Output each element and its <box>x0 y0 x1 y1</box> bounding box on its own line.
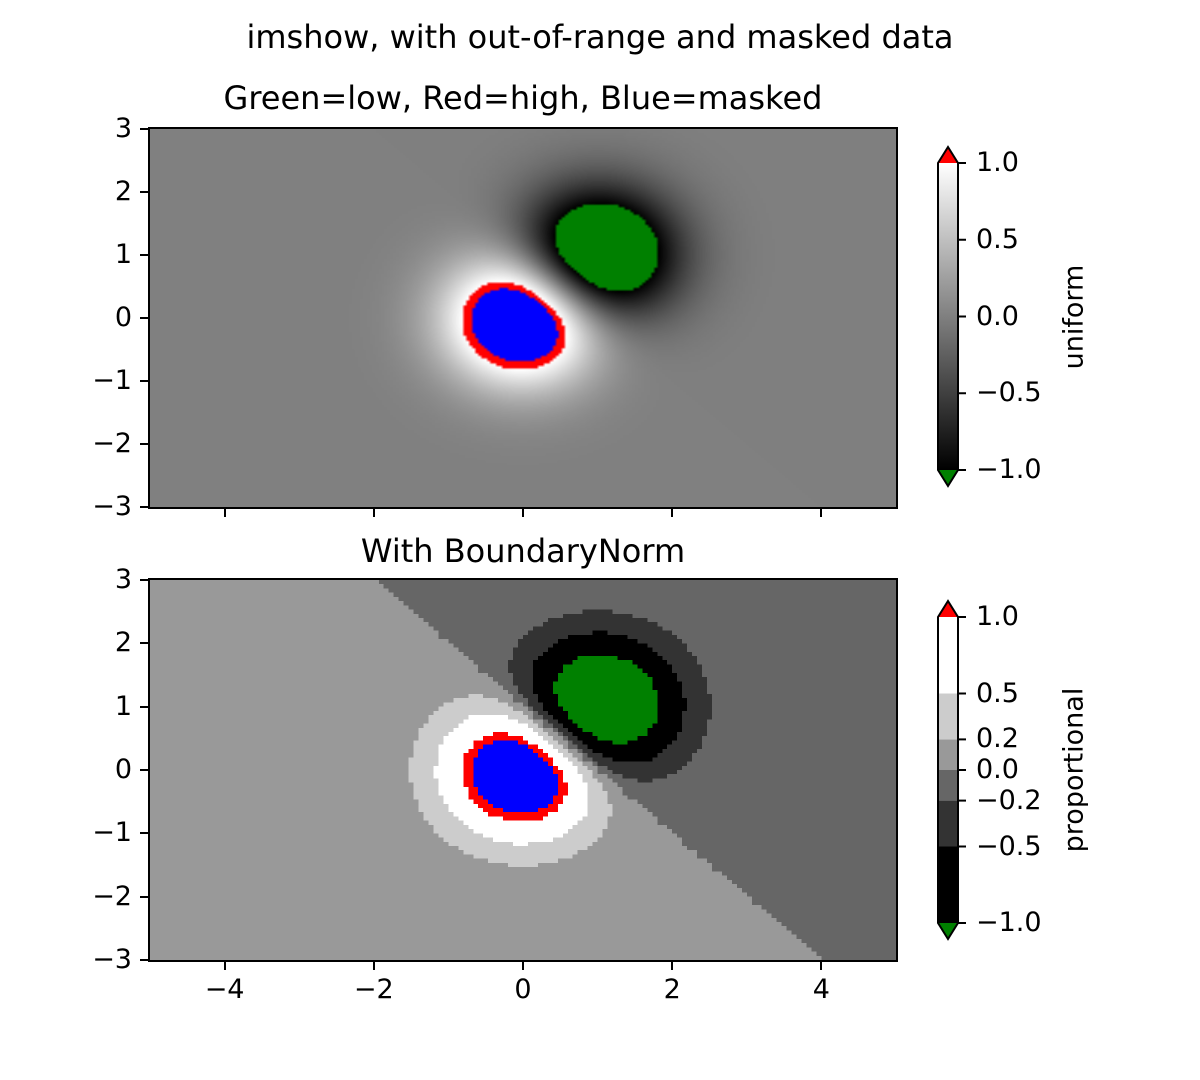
y-tick-label: −3 <box>92 491 132 522</box>
y-tick-label: 1 <box>114 239 132 270</box>
colorbar-tick-label: −0.2 <box>976 784 1042 816</box>
y-tick-label: −1 <box>92 817 132 849</box>
y-tick-label: −2 <box>92 428 132 459</box>
colorbar-tick-label: −1.0 <box>976 454 1042 485</box>
y-tick <box>140 317 150 319</box>
x-tick-label: 4 <box>812 974 830 1005</box>
y-tick-label: −1 <box>92 365 132 396</box>
heatmap-boundarynorm-canvas <box>150 580 896 960</box>
heatmap-uniform-canvas <box>150 129 896 507</box>
y-tick <box>140 506 150 508</box>
y-tick-label: −3 <box>92 944 132 975</box>
colorbar-tick-label: 1.0 <box>976 601 1019 632</box>
y-tick <box>140 579 150 581</box>
extend-under-triangle-icon <box>938 923 958 939</box>
x-tick-label: 0 <box>514 974 532 1005</box>
colorbar-band <box>938 770 958 801</box>
y-tick <box>140 895 150 898</box>
colorbar-tick-label: −0.5 <box>976 377 1042 409</box>
x-tick <box>372 507 375 517</box>
y-tick-label: 3 <box>114 113 132 144</box>
colorbar-tick-label: 0.0 <box>976 754 1019 785</box>
x-tick <box>671 960 674 970</box>
y-tick <box>140 959 150 961</box>
axes1-title: Green=low, Red=high, Blue=masked <box>223 79 823 117</box>
extend-over-triangle-icon <box>938 147 958 163</box>
extend-under-triangle-icon <box>938 470 958 486</box>
axes2-title: With BoundaryNorm <box>360 532 686 570</box>
y-tick-label: 1 <box>114 690 132 722</box>
y-tick-label: 0 <box>114 754 132 785</box>
y-tick <box>140 832 150 835</box>
colorbar-outline <box>937 599 959 941</box>
figure-suptitle: imshow, with out-of-range and masked dat… <box>246 18 954 56</box>
y-tick-label: 2 <box>114 627 132 659</box>
y-tick-label: 2 <box>114 176 132 207</box>
x-tick-label: −2 <box>353 974 394 1005</box>
colorbar-proportional <box>937 599 966 941</box>
y-tick <box>140 128 150 130</box>
colorbar-tick-label: −0.5 <box>976 830 1042 862</box>
colorbar-band <box>938 617 958 694</box>
colorbar-band <box>938 693 958 740</box>
y-tick <box>140 443 150 445</box>
y-tick <box>140 705 150 708</box>
colorbar-tick-label: 0.5 <box>976 677 1019 709</box>
y-tick <box>140 769 150 771</box>
colorbar-tick-label: 0.5 <box>976 223 1019 255</box>
x-tick <box>522 960 524 970</box>
y-tick <box>140 642 150 645</box>
x-tick <box>820 507 823 517</box>
colorbar-gradient <box>938 163 958 470</box>
x-tick-label: 2 <box>663 974 681 1005</box>
colorbar-tick-label: 0.2 <box>976 723 1019 755</box>
colorbar-tick-label: 1.0 <box>976 147 1019 178</box>
y-tick-label: 3 <box>114 564 132 595</box>
x-tick <box>223 960 226 970</box>
x-tick <box>820 960 823 970</box>
colorbar-tick-label: −1.0 <box>976 907 1042 938</box>
x-tick <box>372 960 375 970</box>
y-tick <box>140 254 150 256</box>
x-tick-label: −4 <box>204 974 245 1005</box>
y-tick <box>140 191 150 193</box>
colorbar-band <box>938 846 958 923</box>
colorbar-tick-label: 0.0 <box>976 300 1019 332</box>
x-tick <box>671 507 674 517</box>
x-tick <box>223 507 226 517</box>
colorbar-uniform <box>937 145 966 488</box>
extend-over-triangle-icon <box>938 601 958 617</box>
y-tick-label: 0 <box>114 302 132 333</box>
y-tick-label: −2 <box>92 880 132 912</box>
x-tick <box>522 507 524 517</box>
colorbar-band <box>938 739 958 770</box>
colorbar-band <box>938 800 958 847</box>
colorbar-outline <box>937 145 959 488</box>
y-tick <box>140 380 150 382</box>
